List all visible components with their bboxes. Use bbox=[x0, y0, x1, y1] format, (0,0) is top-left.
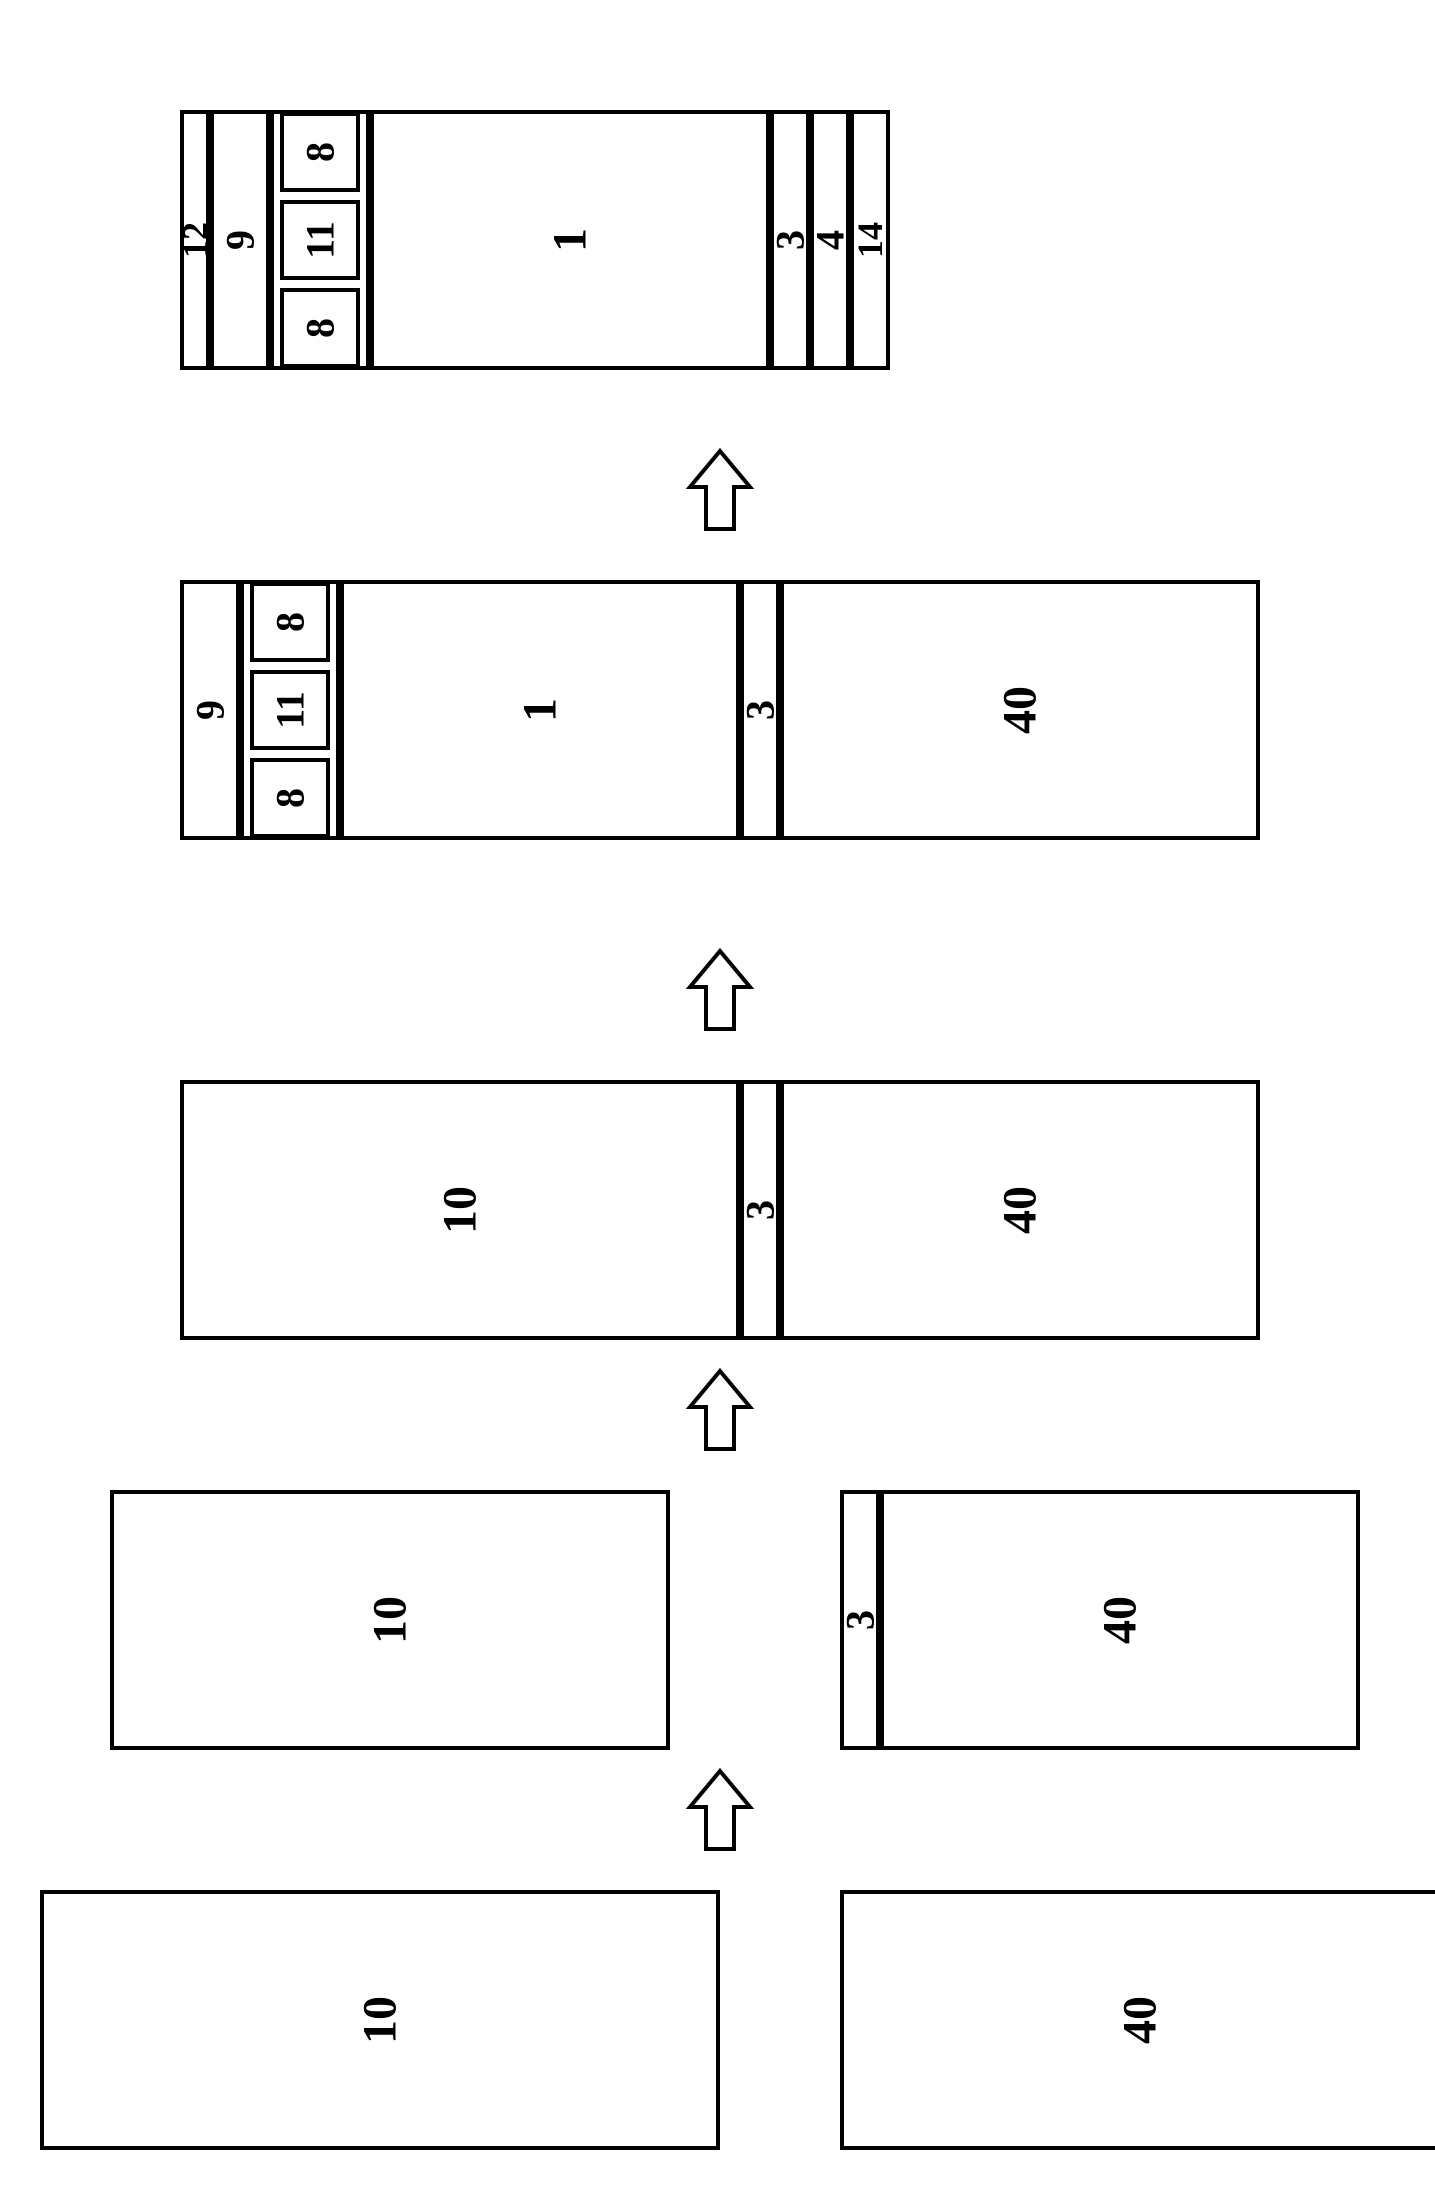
layer-label: 40 bbox=[1113, 1996, 1168, 2044]
layer-label: 1 bbox=[543, 228, 598, 252]
layer-label: 40 bbox=[993, 686, 1048, 734]
layer-label: 8 bbox=[267, 612, 314, 632]
layer-label: 10 bbox=[433, 1186, 488, 1234]
flow-arrow bbox=[686, 1767, 754, 1853]
layer-label: 11 bbox=[297, 221, 344, 259]
diagram-canvas: 1040103401034097811813401297811813414 bbox=[20, 20, 1435, 2190]
layer-label: 8 bbox=[297, 318, 344, 338]
flow-arrow bbox=[686, 1367, 754, 1453]
layer-label: 40 bbox=[1093, 1596, 1148, 1644]
layer-label: 40 bbox=[993, 1186, 1048, 1234]
layer-label: 8 bbox=[267, 788, 314, 808]
layer-label: 3 bbox=[737, 1200, 784, 1220]
layer-label: 11 bbox=[267, 691, 314, 729]
layer-label: 9 bbox=[187, 700, 234, 720]
layer-label: 4 bbox=[807, 230, 854, 250]
layer-label: 8 bbox=[297, 142, 344, 162]
layer-label: 14 bbox=[849, 222, 891, 258]
flow-arrow bbox=[686, 447, 754, 533]
layer-label: 9 bbox=[217, 230, 264, 250]
layer-label: 3 bbox=[837, 1610, 884, 1630]
layer-label: 10 bbox=[353, 1996, 408, 2044]
layer-label: 1 bbox=[513, 698, 568, 722]
flow-arrow bbox=[686, 947, 754, 1033]
layer-label: 3 bbox=[737, 700, 784, 720]
layer-label: 10 bbox=[363, 1596, 418, 1644]
